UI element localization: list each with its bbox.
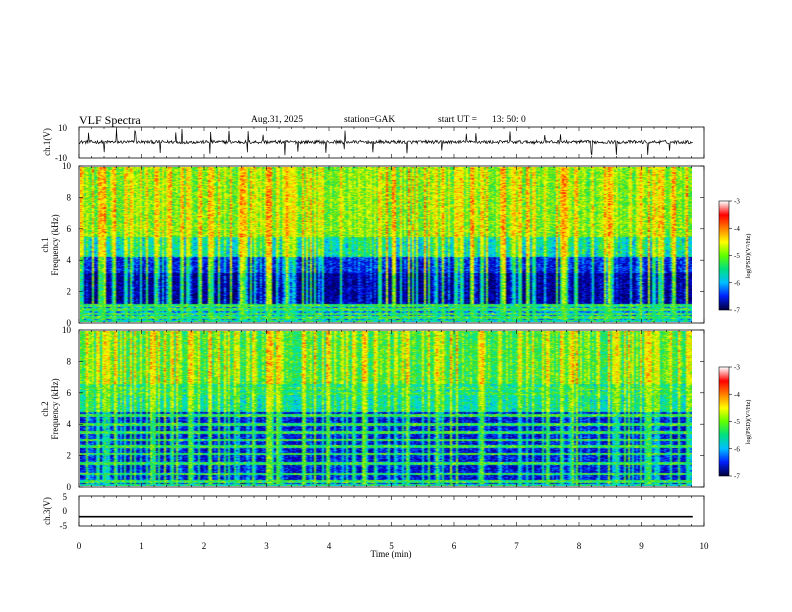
ch3-waveform-xticks bbox=[78, 496, 705, 526]
colorbar-tick-label: -7 bbox=[734, 307, 740, 315]
chart-title: VLF Spectra bbox=[79, 113, 141, 127]
ch2-spectrogram-heatmap bbox=[80, 331, 692, 486]
ch2-frequency-label: Frequency (kHz) bbox=[50, 378, 60, 439]
ch2-colorbar-ticks: -3 -4 -5 -6 -7 bbox=[729, 364, 740, 481]
frequency-tick-label: 2 bbox=[67, 451, 72, 461]
ch3-ytick-bottom: -5 bbox=[60, 521, 68, 531]
time-axis-label: Time (min) bbox=[371, 549, 412, 559]
ch1-spectrogram-xticks bbox=[78, 166, 705, 323]
time-tick-label: 8 bbox=[577, 541, 582, 551]
colorbar-tick-label: -6 bbox=[734, 279, 740, 287]
ch1-waveform-xticks bbox=[78, 127, 705, 158]
frequency-tick-label: 6 bbox=[67, 224, 72, 234]
time-tick-label: 1 bbox=[139, 541, 144, 551]
frequency-tick-label: 4 bbox=[67, 255, 72, 265]
ch2-spectrogram-panel: 0 2 4 6 8 10 ch.2 Frequency (kHz) bbox=[40, 325, 705, 492]
ch1-waveform-frame bbox=[78, 126, 705, 159]
frequency-tick-label: 4 bbox=[67, 419, 72, 429]
colorbar-tick-label: -6 bbox=[734, 445, 740, 453]
colorbar-tick-label: -5 bbox=[734, 252, 740, 260]
frequency-tick-label: 0 bbox=[67, 318, 72, 328]
ch1-channel-label: ch.1 bbox=[40, 237, 50, 252]
colorbar-tick-label: -5 bbox=[734, 418, 740, 426]
ch1-waveform-panel: 10 -10 ch.1(V) bbox=[42, 123, 705, 163]
time-tick-label: 6 bbox=[452, 541, 457, 551]
ch2-spectrogram-yticks: 0 2 4 6 8 10 bbox=[62, 325, 704, 492]
time-tick-label: 5 bbox=[389, 541, 394, 551]
ch3-waveform-frame bbox=[78, 495, 705, 527]
date-label: Aug.31, 2025 bbox=[251, 115, 303, 125]
frequency-tick-label: 8 bbox=[67, 192, 72, 202]
start-ut-label: start UT = bbox=[438, 115, 477, 125]
ch3-ytick-top: 5 bbox=[63, 492, 68, 502]
frequency-tick-label: 8 bbox=[67, 356, 72, 366]
ch1-ytick-bottom: -10 bbox=[55, 153, 67, 163]
ch2-colorbar: -3 -4 -5 -6 -7 log(PSD)(V²/Hz) bbox=[718, 364, 752, 481]
time-tick-label: 3 bbox=[264, 541, 269, 551]
ch3-waveform-ylabel: ch.3(V) bbox=[42, 497, 52, 525]
ch1-spectrogram-yticks: 0 2 4 6 8 10 bbox=[62, 161, 704, 328]
ch1-spectrogram-heatmap bbox=[80, 167, 692, 322]
colorbar-tick-label: -4 bbox=[734, 225, 740, 233]
colorbar-tick-label: -7 bbox=[734, 473, 740, 481]
frequency-tick-label: 10 bbox=[62, 325, 72, 335]
ch2-colorbar-gradient bbox=[719, 367, 729, 476]
ch1-colorbar-ticks: -3 -4 -5 -6 -7 bbox=[729, 198, 740, 315]
ch2-colorbar-label: log(PSD)(V²/Hz) bbox=[745, 400, 752, 445]
ch2-channel-label: ch.2 bbox=[40, 401, 50, 416]
ch1-colorbar-gradient bbox=[719, 201, 729, 310]
ch3-waveform-panel: 5 0 -5 ch.3(V) 0 1 2 3 4 5 6 7 8 9 10 Time (min) bbox=[42, 492, 709, 559]
ch1-colorbar-label: log(PSD)(V²/Hz) bbox=[745, 234, 752, 279]
time-axis-tick-labels: 0 1 2 3 4 5 6 7 8 9 10 bbox=[77, 541, 709, 551]
time-tick-label: 10 bbox=[700, 541, 710, 551]
time-tick-label: 2 bbox=[202, 541, 207, 551]
station-label: station=GAK bbox=[344, 115, 396, 125]
time-tick-label: 7 bbox=[514, 541, 519, 551]
time-tick-label: 4 bbox=[327, 541, 332, 551]
ch1-waveform-ylabel: ch.1(V) bbox=[42, 128, 52, 156]
ch1-colorbar: -3 -4 -5 -6 -7 log(PSD)(V²/Hz) bbox=[718, 198, 752, 315]
time-tick-label: 0 bbox=[77, 541, 82, 551]
colorbar-tick-label: -4 bbox=[734, 391, 740, 399]
colorbar-tick-label: -3 bbox=[734, 364, 740, 372]
frequency-tick-label: 6 bbox=[67, 388, 72, 398]
ch1-spectrogram-panel: 0 2 4 6 8 10 ch.1 Frequency (kHz) bbox=[40, 161, 705, 328]
frequency-tick-label: 2 bbox=[67, 287, 72, 297]
colorbar-tick-label: -3 bbox=[734, 198, 740, 206]
ch1-waveform-trace bbox=[79, 128, 693, 156]
ch1-frequency-label: Frequency (kHz) bbox=[50, 214, 60, 275]
ch1-ytick-top: 10 bbox=[58, 123, 68, 133]
time-tick-label: 9 bbox=[639, 541, 644, 551]
start-ut-time: 13: 50: 0 bbox=[492, 115, 526, 125]
frequency-tick-label: 10 bbox=[62, 161, 72, 171]
ch3-ytick-mid: 0 bbox=[63, 506, 68, 516]
frequency-tick-label: 0 bbox=[67, 482, 72, 492]
ch2-spectrogram-xticks bbox=[78, 330, 705, 487]
